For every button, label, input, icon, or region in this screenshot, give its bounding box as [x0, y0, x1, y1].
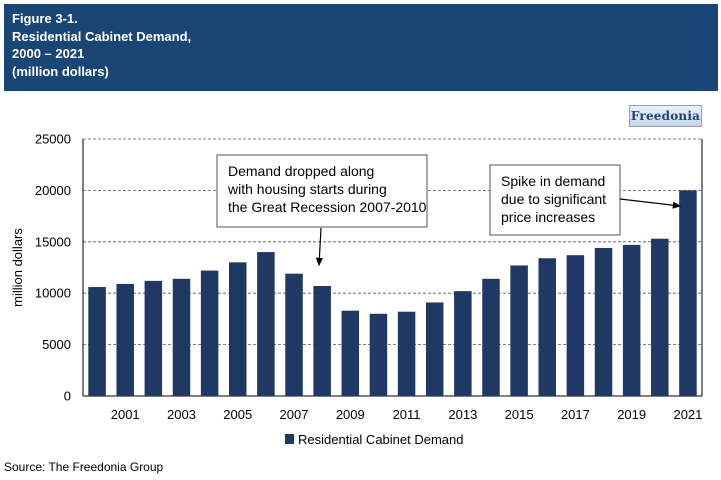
x-tick-label: 2009 — [336, 407, 365, 422]
bar-2001 — [116, 283, 134, 396]
bar-2013 — [454, 291, 472, 396]
bar-2018 — [594, 247, 613, 396]
figure-header: Figure 3-1. Residential Cabinet Demand, … — [4, 4, 718, 91]
x-tick-label: 2015 — [505, 407, 534, 422]
bar-2020 — [651, 238, 669, 396]
legend-swatch — [285, 434, 294, 444]
source-note: Source: The Freedonia Group — [4, 460, 164, 474]
bar-2009 — [341, 310, 360, 396]
x-tick-label: 2001 — [111, 407, 140, 422]
bar-2007 — [285, 273, 303, 396]
y-tick-label: 5000 — [42, 337, 71, 352]
x-tick-label: 2017 — [561, 407, 590, 422]
x-tick-label: 2003 — [167, 407, 196, 422]
figure-period: 2000 – 2021 — [12, 46, 85, 61]
bar-2004 — [200, 270, 219, 396]
bar-2010 — [369, 313, 388, 396]
bar-2011 — [397, 311, 416, 396]
bar-2021 — [679, 190, 697, 396]
annotation-box — [216, 154, 428, 228]
annotation-arrow — [315, 227, 323, 267]
figure-number: Figure 3-1. — [12, 11, 78, 26]
y-tick-label: 0 — [64, 389, 71, 404]
x-tick-label: 2021 — [673, 407, 702, 422]
annotation-text: Demand dropped along — [228, 163, 374, 179]
bar-2000 — [88, 287, 106, 396]
x-tick-label: 2013 — [448, 407, 477, 422]
y-tick-label: 10000 — [35, 286, 71, 301]
bar-2005 — [229, 262, 247, 396]
annotation-arrow — [619, 198, 682, 209]
bar-2003 — [172, 278, 191, 396]
x-tick-label: 2011 — [393, 407, 421, 422]
annotation-text: with housing starts during — [227, 181, 387, 197]
y-tick-label: 20000 — [35, 183, 71, 198]
figure-title: Residential Cabinet Demand, — [12, 28, 192, 44]
bar-2006 — [257, 252, 275, 396]
annotation-text: Spike in demand — [501, 173, 605, 189]
logo-text: Freedonia — [630, 109, 701, 123]
bar-2002 — [144, 280, 163, 396]
bar-2015 — [510, 265, 528, 396]
x-tick-label: 2005 — [223, 407, 252, 422]
bar-chart: 0 5000 10000 15000 20000 25000 million dollars… — [10, 132, 703, 447]
bar-2016 — [538, 258, 556, 396]
x-tick-label: 2007 — [280, 407, 309, 422]
y-axis-title: million dollars — [10, 228, 25, 307]
bar-2017 — [566, 255, 585, 396]
freedonia-logo: Freedonia — [629, 105, 702, 127]
annotation-text: due to significant — [501, 191, 606, 207]
annotation-text: price increases — [501, 209, 595, 225]
legend-label: Residential Cabinet Demand — [298, 432, 463, 447]
annotation-text: the Great Recession 2007-2010 — [228, 199, 427, 215]
x-tick-label: 2019 — [617, 407, 646, 422]
figure-units: (million dollars) — [12, 63, 109, 79]
annotation-box — [489, 164, 621, 236]
bar-2012 — [425, 302, 444, 396]
bar-2008 — [313, 286, 331, 396]
y-tick-label: 25000 — [35, 132, 71, 147]
bar-2014 — [482, 278, 500, 396]
bar-2019 — [622, 244, 641, 396]
y-tick-label: 15000 — [35, 234, 71, 249]
